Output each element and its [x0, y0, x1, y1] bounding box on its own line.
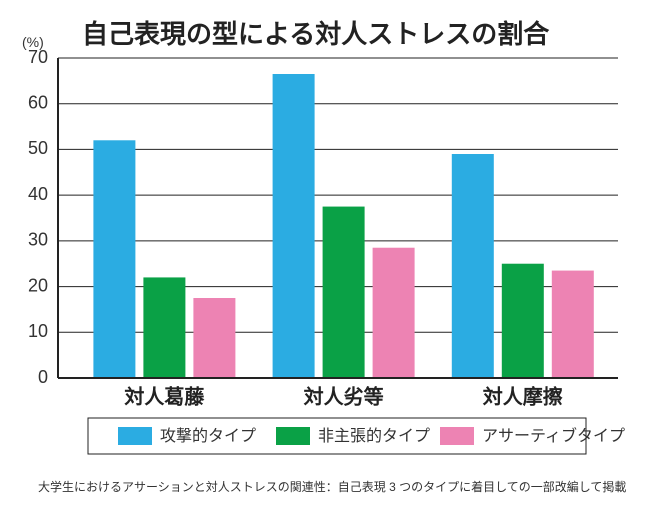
bar-chart: 0 10 20 30 40 50 60 70 対人葛藤 対人劣等 対人摩擦攻撃的タイプ 非主張的タイプ…: [0, 0, 650, 516]
source-caption: 大学生におけるアサーションと対人ストレスの関連性：自己表現 3 つのタイプに着目…: [38, 478, 626, 495]
bar-aggressive: [273, 74, 315, 378]
y-tick-label: 30: [28, 230, 48, 250]
legend-label-aggressive: 攻撃的タイプ: [160, 427, 256, 445]
x-category-label: 対人劣等: [303, 385, 384, 409]
bar-assertive: [552, 271, 594, 378]
y-tick-label: 50: [28, 138, 48, 158]
x-category-label: 対人葛藤: [123, 386, 205, 409]
bar-nonassert: [143, 277, 185, 378]
bar-assertive: [193, 298, 235, 378]
x-category-label: 対人摩擦: [482, 385, 563, 409]
bar-aggressive: [452, 154, 494, 378]
y-tick-label: 20: [28, 275, 48, 295]
legend-swatch-assertive: [440, 427, 474, 445]
bar-nonassert: [323, 207, 365, 378]
legend-label-nonassert: 非主張的タイプ: [318, 427, 430, 445]
bar-assertive: [373, 248, 415, 378]
legend-swatch-aggressive: [118, 427, 152, 445]
legend-label-assertive: アサーティブタイプ: [482, 426, 625, 445]
y-tick-label: 0: [38, 367, 48, 387]
y-tick-label: 40: [28, 184, 48, 204]
legend-swatch-nonassert: [276, 427, 310, 445]
y-tick-label: 10: [28, 321, 48, 341]
y-tick-label: 60: [28, 92, 48, 112]
bar-aggressive: [93, 140, 135, 378]
bar-nonassert: [502, 264, 544, 378]
y-tick-label: 70: [28, 47, 48, 67]
